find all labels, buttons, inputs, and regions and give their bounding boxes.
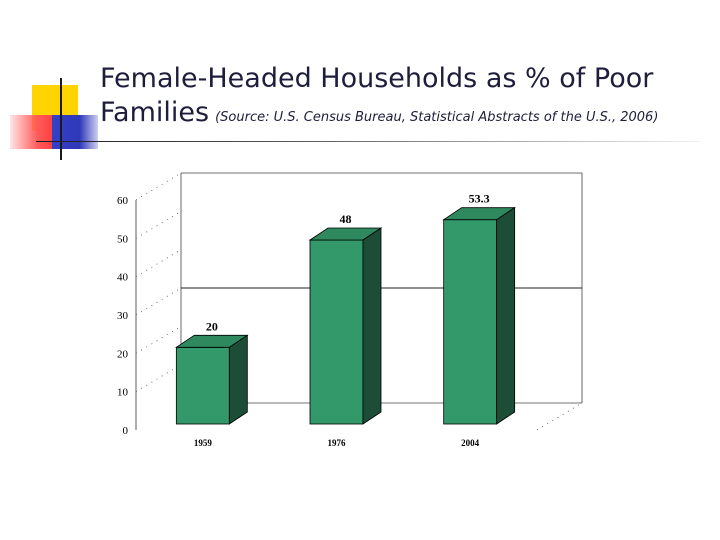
bar-front [309, 239, 364, 425]
y-axis-ticks: 0 10 20 30 40 50 60 [117, 172, 182, 437]
decor-red-square [10, 115, 56, 149]
y-tick-label: 40 [117, 272, 129, 284]
bar-side [362, 227, 382, 425]
data-label: 20 [206, 319, 218, 333]
data-label: 48 [340, 212, 352, 226]
data-label: 53.3 [469, 192, 490, 206]
data-labels: 20 48 53.3 [206, 192, 490, 334]
y-tick-label: 30 [117, 310, 129, 322]
decor-horizontal-line [36, 141, 700, 142]
y-tick-label: 50 [117, 233, 129, 245]
x-tick-label: 2004 [461, 438, 480, 448]
gridline [135, 210, 182, 239]
gridline [135, 364, 182, 393]
bar-side [228, 334, 248, 425]
chart-bars [175, 206, 516, 425]
y-tick-label: 20 [117, 348, 129, 360]
bar-front [443, 219, 498, 425]
y-tick-label: 10 [117, 387, 129, 399]
floor-front-edge [536, 402, 583, 431]
gridline [135, 249, 182, 278]
back-wall-outline [181, 172, 583, 403]
decor-vertical-line [60, 78, 62, 160]
x-tick-label: 1959 [194, 438, 213, 448]
bar [442, 206, 516, 425]
bar-side [496, 206, 516, 425]
gridline [135, 172, 182, 201]
gridline [135, 325, 182, 354]
title-source: (Source: U.S. Census Bureau, Statistical… [215, 110, 659, 125]
title-main: Female-Headed Households as % of Poor Fa… [100, 63, 654, 128]
y-tick-label: 60 [117, 195, 129, 207]
x-tick-label: 1976 [328, 438, 347, 448]
bar [175, 334, 249, 425]
slide-title: Female-Headed Households as % of Poor Fa… [100, 62, 710, 135]
bar [308, 227, 383, 425]
bar-front [175, 346, 230, 425]
y-tick-label: 0 [123, 425, 129, 437]
x-axis-labels: 1959 1976 2004 [194, 438, 480, 448]
gridline [135, 287, 182, 316]
decor-blue-square [52, 115, 98, 149]
